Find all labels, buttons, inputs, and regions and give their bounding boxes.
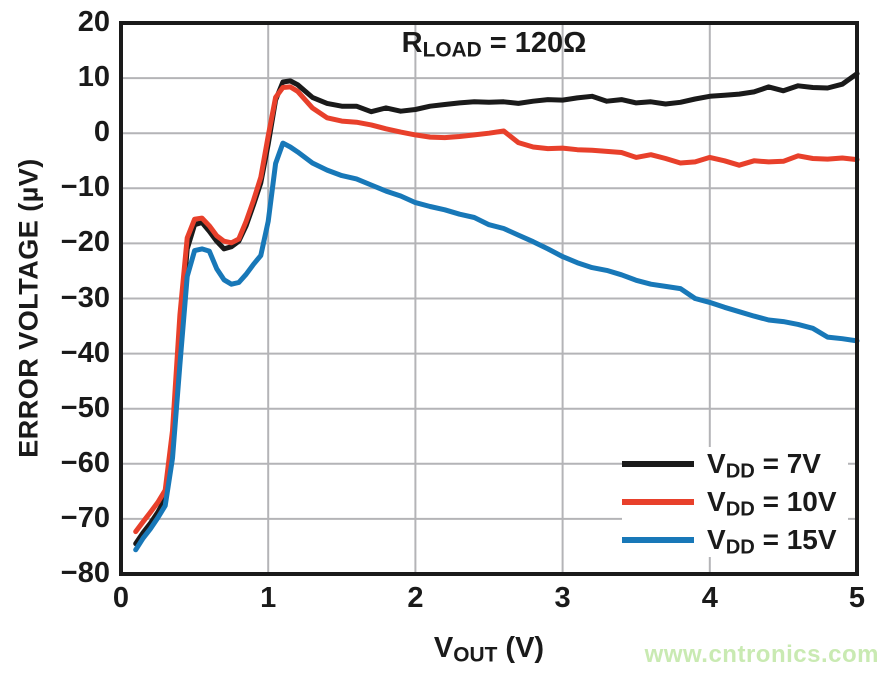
- x-tick-label: 3: [554, 582, 571, 614]
- x-tick-label: 5: [848, 582, 866, 614]
- y-tick-label: −70: [60, 501, 110, 534]
- y-tick-label: −50: [60, 391, 110, 424]
- plot-border: [119, 21, 859, 576]
- legend-label-15v: VDD = 15V: [707, 524, 837, 559]
- rload-annotation: RLOAD = 120Ω: [401, 27, 587, 62]
- legend-item-vdd-7v: VDD = 7V: [622, 447, 848, 483]
- y-tick-label: 10: [77, 61, 110, 94]
- series-line-vdd-7v: [133, 71, 860, 547]
- y-tick-label: −60: [60, 446, 110, 479]
- watermark: www.cntronics.com: [644, 641, 879, 668]
- series-line-vdd-15v: [133, 140, 860, 553]
- legend-line-sample-15v: [622, 537, 694, 543]
- x-tick-label: 0: [112, 582, 130, 614]
- legend-item-vdd-10v: VDD = 10V: [622, 485, 848, 521]
- y-tick-label: −40: [60, 336, 110, 369]
- legend-label-7v: VDD = 7V: [707, 448, 821, 483]
- y-tick-label: −80: [60, 556, 110, 589]
- legend-line-sample-10v: [622, 499, 694, 505]
- legend: VDD = 7V VDD = 10V VDD = 15V: [622, 447, 848, 559]
- x-tick-label: 1: [260, 582, 277, 614]
- legend-label-10v: VDD = 10V: [707, 486, 837, 521]
- series-line-vdd-10v: [133, 84, 860, 535]
- legend-item-vdd-15v: VDD = 15V: [622, 523, 848, 559]
- x-axis-title: VOUT (V): [433, 632, 545, 667]
- y-tick-label: 0: [93, 116, 110, 149]
- y-tick-label: −20: [60, 226, 110, 259]
- x-tick-label: 2: [407, 582, 424, 614]
- y-tick-label: −30: [60, 281, 110, 314]
- x-tick-label: 4: [701, 582, 718, 614]
- y-tick-label: 20: [77, 5, 110, 38]
- legend-line-sample-7v: [622, 461, 694, 467]
- y-axis-title: ERROR VOLTAGE (µV): [13, 158, 44, 458]
- y-tick-label: −10: [60, 171, 110, 204]
